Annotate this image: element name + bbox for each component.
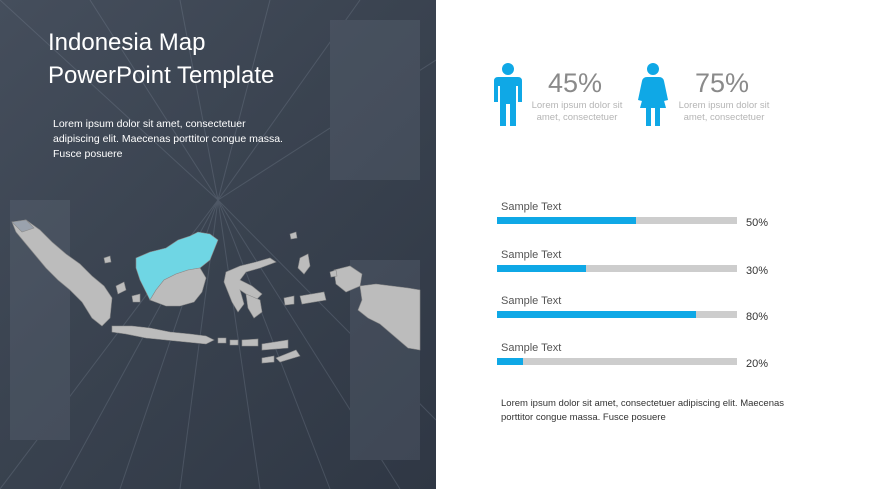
map-region-java	[111, 325, 215, 345]
map-region-papua-west	[333, 265, 363, 293]
page-title: Indonesia Map PowerPoint Template	[48, 26, 408, 92]
map-region-papua	[357, 283, 421, 351]
map-region-buru	[283, 295, 295, 306]
progress-percent: 20%	[746, 358, 769, 370]
map-region-aceh	[11, 219, 35, 233]
map-region-riau-islands	[103, 255, 112, 264]
map-region-sumatra	[11, 219, 113, 327]
progress-item: Sample Text 20%	[497, 341, 777, 377]
map-region-sumbawa	[241, 338, 259, 347]
progress-track	[497, 311, 737, 318]
left-panel: Indonesia Map PowerPoint Template Lorem …	[0, 0, 436, 489]
title-line-1: Indonesia Map	[48, 29, 206, 56]
stat-male-percent: 45%	[548, 68, 603, 98]
progress-label: Sample Text	[501, 201, 562, 213]
male-person-icon	[494, 63, 522, 126]
map-region-seram	[299, 291, 327, 305]
map-region-papua-islands	[329, 269, 338, 278]
progress-label: Sample Text	[501, 342, 562, 354]
map-region-halmahera	[297, 253, 311, 275]
map-region-belitung	[131, 293, 141, 303]
progress-percent: 50%	[746, 217, 769, 229]
map-region-sulawesi	[223, 257, 277, 313]
left-description: Lorem ipsum dolor sit amet, consectetuer…	[53, 118, 283, 160]
indonesia-map	[11, 219, 421, 364]
map-region-kalimantan-highlight	[135, 231, 219, 301]
stat-male-caption: Lorem ipsum dolor sit amet, consectetuer	[531, 100, 623, 123]
progress-item: Sample Text 50%	[497, 200, 777, 236]
map-region-bali	[217, 337, 227, 344]
progress-label: Sample Text	[501, 295, 562, 307]
stat-female: 75% Lorem ipsum dolor sit amet, consecte…	[637, 62, 777, 132]
progress-track	[497, 217, 737, 224]
stat-female-caption: Lorem ipsum dolor sit amet, consectetuer	[678, 100, 770, 123]
progress-fill	[497, 358, 524, 365]
female-person-icon	[638, 63, 668, 126]
title-line-2: PowerPoint Template	[48, 62, 275, 89]
progress-track	[497, 265, 737, 272]
map-region-kalimantan-south	[149, 267, 207, 307]
map-region-bangka	[115, 281, 127, 295]
map-region-sulawesi-southeast	[245, 293, 263, 319]
progress-percent: 80%	[746, 311, 769, 323]
map-region-lombok	[229, 339, 239, 346]
bottom-description: Lorem ipsum dolor sit amet, consectetuer…	[501, 398, 785, 423]
progress-percent: 30%	[746, 265, 769, 277]
map-region-maluku-small	[289, 231, 298, 240]
progress-item: Sample Text 80%	[497, 294, 777, 330]
map-region-flores	[261, 339, 289, 351]
progress-fill	[497, 217, 637, 224]
progress-item: Sample Text 30%	[497, 248, 777, 284]
progress-fill	[497, 311, 697, 318]
map-region-timor	[275, 349, 301, 363]
progress-fill	[497, 265, 586, 272]
stat-male: 45% Lorem ipsum dolor sit amet, consecte…	[492, 62, 632, 132]
map-region-sumba	[261, 355, 275, 364]
stat-female-percent: 75%	[695, 68, 750, 98]
progress-track	[497, 358, 737, 365]
progress-label: Sample Text	[501, 249, 562, 261]
